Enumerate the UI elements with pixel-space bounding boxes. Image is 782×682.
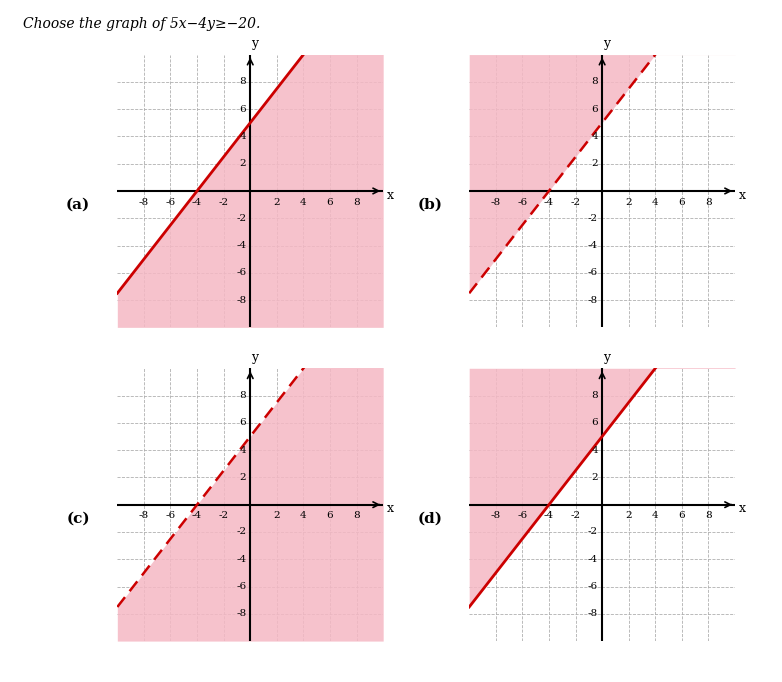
Text: -2: -2 — [219, 198, 228, 207]
Text: -6: -6 — [588, 582, 598, 591]
Text: y: y — [603, 38, 610, 50]
Text: 6: 6 — [239, 418, 246, 428]
Text: -8: -8 — [139, 198, 149, 207]
Text: -4: -4 — [544, 198, 554, 207]
Text: x: x — [739, 502, 746, 516]
Text: 2: 2 — [274, 198, 280, 207]
Text: 4: 4 — [300, 512, 307, 520]
Text: 6: 6 — [679, 198, 685, 207]
Text: 8: 8 — [591, 391, 598, 400]
Text: 2: 2 — [239, 473, 246, 482]
Text: 8: 8 — [705, 198, 712, 207]
Text: -4: -4 — [236, 554, 246, 564]
Text: 2: 2 — [239, 159, 246, 168]
Text: 6: 6 — [591, 104, 598, 114]
Text: 4: 4 — [591, 132, 598, 141]
Text: -8: -8 — [491, 198, 500, 207]
Text: -2: -2 — [236, 527, 246, 537]
Text: x: x — [739, 188, 746, 202]
Text: (a): (a) — [66, 198, 91, 211]
Text: 4: 4 — [591, 445, 598, 455]
Text: -8: -8 — [236, 609, 246, 619]
Text: (c): (c) — [66, 512, 90, 525]
Text: 4: 4 — [239, 132, 246, 141]
Text: Choose the graph of 5x−4y≥−20.: Choose the graph of 5x−4y≥−20. — [23, 17, 261, 31]
Text: 2: 2 — [274, 512, 280, 520]
Text: 2: 2 — [626, 198, 632, 207]
Text: -4: -4 — [544, 512, 554, 520]
Text: -2: -2 — [571, 198, 580, 207]
Text: -6: -6 — [518, 512, 527, 520]
Text: -2: -2 — [571, 512, 580, 520]
Text: -6: -6 — [236, 268, 246, 278]
Text: -8: -8 — [236, 295, 246, 305]
Text: -6: -6 — [166, 198, 175, 207]
Text: -8: -8 — [491, 512, 500, 520]
Text: 4: 4 — [652, 198, 658, 207]
Text: 2: 2 — [591, 159, 598, 168]
Text: 4: 4 — [300, 198, 307, 207]
Text: x: x — [387, 502, 394, 516]
Text: 4: 4 — [239, 445, 246, 455]
Text: 8: 8 — [591, 77, 598, 87]
Text: 6: 6 — [591, 418, 598, 428]
Text: y: y — [251, 351, 258, 364]
Text: -4: -4 — [192, 198, 202, 207]
Text: -6: -6 — [588, 268, 598, 278]
Text: -6: -6 — [518, 198, 527, 207]
Text: -8: -8 — [139, 512, 149, 520]
Text: -4: -4 — [588, 241, 598, 250]
Text: 4: 4 — [652, 512, 658, 520]
Text: 8: 8 — [239, 391, 246, 400]
Text: 8: 8 — [239, 77, 246, 87]
Text: (b): (b) — [418, 198, 443, 211]
Text: 2: 2 — [626, 512, 632, 520]
Text: -2: -2 — [236, 213, 246, 223]
Text: 6: 6 — [327, 198, 333, 207]
Text: 6: 6 — [327, 512, 333, 520]
Text: 6: 6 — [679, 512, 685, 520]
Text: y: y — [603, 351, 610, 364]
Text: 6: 6 — [239, 104, 246, 114]
Text: -2: -2 — [588, 213, 598, 223]
Text: -2: -2 — [219, 512, 228, 520]
Text: -8: -8 — [588, 609, 598, 619]
Text: -6: -6 — [166, 512, 175, 520]
Text: -6: -6 — [236, 582, 246, 591]
Text: -8: -8 — [588, 295, 598, 305]
Text: 8: 8 — [353, 198, 360, 207]
Text: -4: -4 — [192, 512, 202, 520]
Text: (d): (d) — [418, 512, 443, 525]
Text: y: y — [251, 38, 258, 50]
Text: 8: 8 — [705, 512, 712, 520]
Text: -2: -2 — [588, 527, 598, 537]
Text: 8: 8 — [353, 512, 360, 520]
Text: 2: 2 — [591, 473, 598, 482]
Text: -4: -4 — [588, 554, 598, 564]
Text: x: x — [387, 188, 394, 202]
Text: -4: -4 — [236, 241, 246, 250]
